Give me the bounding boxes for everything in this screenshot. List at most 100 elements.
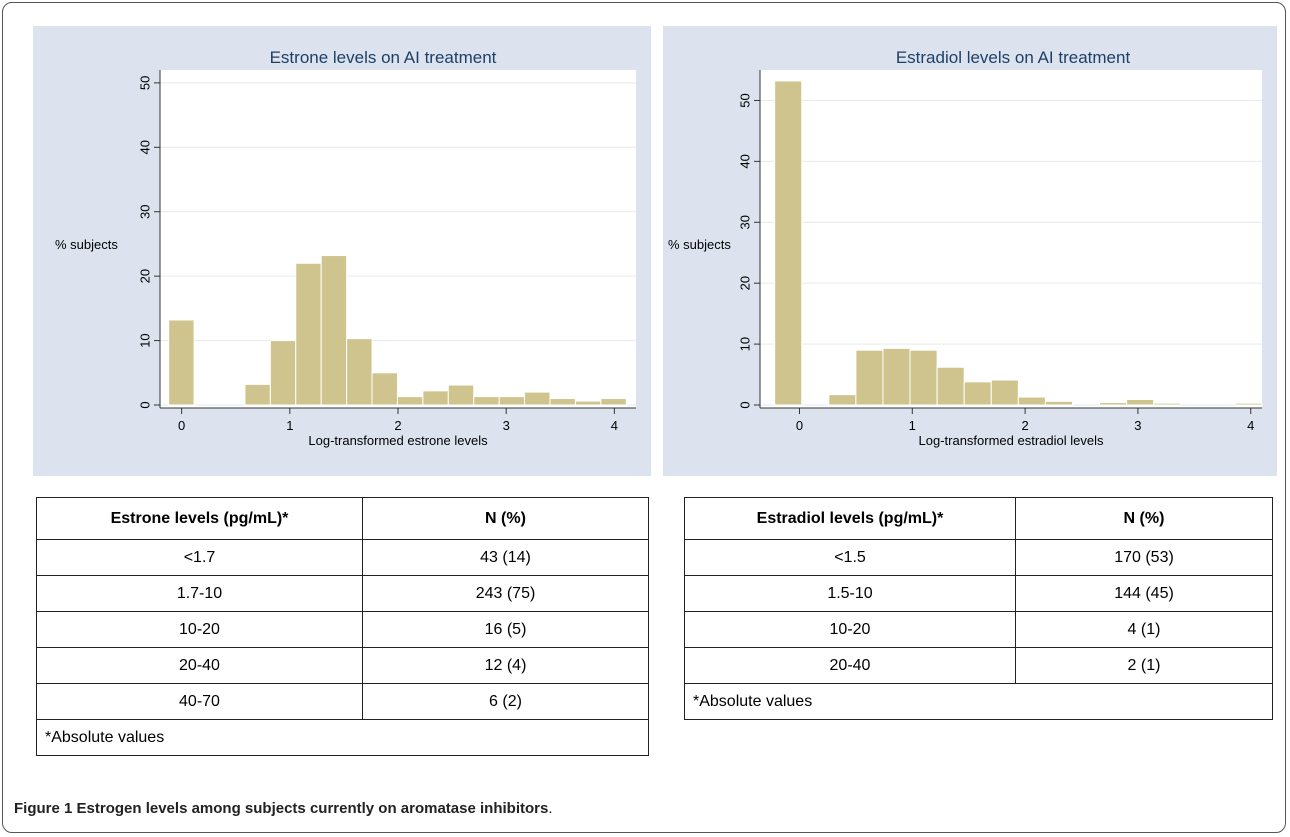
y-tick-label: 50	[737, 93, 752, 107]
y-tick-label: 30	[737, 215, 752, 229]
histogram-bar	[574, 400, 602, 406]
table-row: 10-20 16 (5)	[36, 611, 649, 648]
estradiol-histogram-panel: 0 10 20 30 40 50 0 1 2 3 4 Estradiol levels on AI t…	[663, 26, 1277, 476]
estradiol-level-cell: 1.5-10	[684, 575, 1016, 612]
y-tick-label: 10	[137, 333, 152, 347]
histogram-bar	[244, 383, 271, 406]
chart-title: Estradiol levels on AI treatment	[896, 48, 1131, 67]
histogram-bar	[600, 398, 627, 406]
estrone-level-cell: 1.7-10	[36, 575, 363, 612]
estrone-table-note: *Absolute values	[36, 719, 649, 756]
y-tick-label: 20	[137, 269, 152, 283]
table-row: 40-70 6 (2)	[36, 683, 649, 720]
figure-caption-text: Estrogen levels among subjects currently…	[76, 800, 549, 817]
y-tick-label: 40	[137, 140, 152, 154]
estradiol-histogram: 0 10 20 30 40 50 0 1 2 3 4 Estradiol levels on AI t…	[668, 48, 1263, 448]
estrone-levels-table: Estrone levels (pg/mL)* N (%) <1.7 43 (14…	[36, 497, 649, 756]
estrone-histogram: 0 10 20 30 40 50 0 1 2 3 4 Estrone levels on AI tre…	[55, 48, 636, 448]
estrone-level-cell: 40-70	[36, 683, 363, 720]
estrone-histogram-panel: 0 10 20 30 40 50 0 1 2 3 4 Estrone levels on AI tre…	[33, 26, 651, 476]
histogram-bar	[422, 390, 449, 406]
x-tick-label: 2	[1021, 418, 1028, 433]
estradiol-n-cell: 2 (1)	[1015, 647, 1273, 684]
estrone-level-cell: <1.7	[36, 539, 363, 576]
x-tick-label: 4	[1247, 418, 1254, 433]
histogram-bar	[882, 347, 911, 406]
histogram-bar	[269, 340, 297, 406]
estradiol-header-n: N (%)	[1015, 497, 1273, 540]
estrone-n-cell: 243 (75)	[362, 575, 649, 612]
estrone-n-cell: 6 (2)	[362, 683, 649, 720]
table-row: 1.7-10 243 (75)	[36, 575, 649, 612]
table-row: *Absolute values	[36, 719, 649, 756]
figure-label: Figure 1	[14, 800, 73, 817]
x-tick-label: 2	[394, 418, 401, 433]
x-tick-label: 4	[611, 418, 618, 433]
estrone-n-cell: 16 (5)	[362, 611, 649, 648]
table-row: 20-40 2 (1)	[684, 647, 1273, 684]
histogram-bar	[396, 396, 424, 406]
y-tick-label: 10	[737, 337, 752, 351]
y-tick-label: 0	[137, 401, 152, 408]
histogram-bar	[1126, 399, 1155, 406]
x-tick-label: 0	[178, 418, 185, 433]
plot-area	[160, 70, 636, 408]
histogram-bar	[524, 391, 551, 406]
estradiol-table-note: *Absolute values	[684, 683, 1273, 720]
histogram-bar	[549, 398, 576, 406]
histogram-bar	[498, 396, 526, 406]
table-row: 1.5-10 144 (45)	[684, 575, 1273, 612]
estradiol-n-cell: 144 (45)	[1015, 575, 1273, 612]
chart-title: Estrone levels on AI treatment	[270, 48, 497, 67]
histogram-bar	[1099, 402, 1128, 406]
estradiol-level-cell: <1.5	[684, 539, 1016, 576]
x-tick-label: 1	[286, 418, 293, 433]
histogram-bar	[295, 262, 322, 406]
x-tick-label: 3	[1134, 418, 1141, 433]
plot-area	[760, 70, 1262, 408]
estradiol-header-level: Estradiol levels (pg/mL)*	[684, 497, 1016, 540]
estradiol-level-cell: 10-20	[684, 611, 1016, 648]
estrone-header-level: Estrone levels (pg/mL)*	[36, 497, 363, 540]
histogram-bar	[320, 255, 348, 406]
histogram-bar	[1234, 402, 1263, 406]
table-row: <1.7 43 (14)	[36, 539, 649, 576]
histogram-bar	[963, 381, 992, 406]
estradiol-levels-table: Estradiol levels (pg/mL)* N (%) <1.5 170 …	[684, 497, 1273, 720]
histogram-bar	[168, 319, 195, 406]
x-axis-label: Log-transformed estradiol levels	[919, 433, 1104, 448]
table-row: *Absolute values	[684, 683, 1273, 720]
x-axis-label: Log-transformed estrone levels	[308, 433, 488, 448]
histogram-bar	[990, 379, 1019, 406]
y-tick-label: 50	[137, 76, 152, 90]
histogram-bar	[936, 366, 965, 406]
histogram-bar	[371, 372, 398, 406]
histogram-bar	[1044, 400, 1073, 406]
histogram-bar	[828, 394, 857, 406]
histogram-bar	[855, 349, 884, 406]
y-tick-label: 40	[737, 154, 752, 168]
table-row: 10-20 4 (1)	[684, 611, 1273, 648]
histogram-bar	[774, 80, 803, 406]
histogram-bar	[1153, 402, 1182, 406]
x-tick-label: 0	[796, 418, 803, 433]
y-axis-label: % subjects	[55, 237, 118, 252]
table-row: 20-40 12 (4)	[36, 647, 649, 684]
y-tick-label: 30	[137, 204, 152, 218]
estradiol-n-cell: 4 (1)	[1015, 611, 1273, 648]
y-axis-label: % subjects	[668, 237, 731, 252]
estrone-n-cell: 12 (4)	[362, 647, 649, 684]
x-tick-label: 1	[909, 418, 916, 433]
histogram-bar	[473, 396, 500, 406]
histogram-bar	[1017, 396, 1046, 406]
histogram-bar	[909, 349, 938, 406]
table-row: <1.5 170 (53)	[684, 539, 1273, 576]
y-tick-label: 0	[737, 401, 752, 408]
x-tick-label: 3	[503, 418, 510, 433]
estradiol-n-cell: 170 (53)	[1015, 539, 1273, 576]
estrone-header-n: N (%)	[362, 497, 649, 540]
histogram-bar	[447, 384, 475, 406]
estrone-level-cell: 20-40	[36, 647, 363, 684]
estradiol-level-cell: 20-40	[684, 647, 1016, 684]
figure-caption-end: .	[548, 800, 553, 817]
